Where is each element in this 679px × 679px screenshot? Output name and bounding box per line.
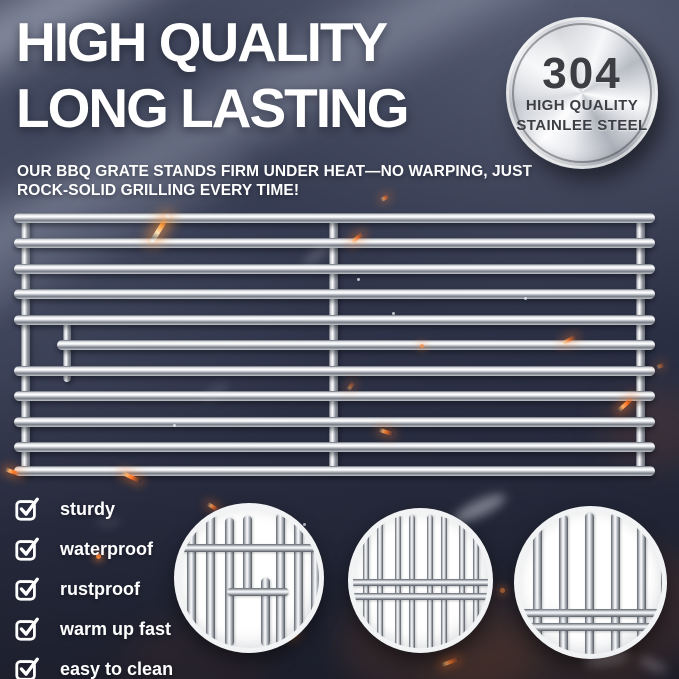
- ember-dot: [96, 554, 101, 559]
- feature-label: warm up fast: [60, 618, 172, 639]
- subheadline: OUR BBQ GRATE STANDS FIRM UNDER HEAT—NO …: [17, 162, 532, 200]
- closeup-rod: [243, 516, 252, 592]
- feature-item-sturdy: sturdy: [14, 494, 115, 524]
- stainless-steel-badge: 304 HIGH QUALITY STAINLEE STEEL: [506, 17, 658, 169]
- feature-label: rustproof: [60, 578, 140, 599]
- feature-item-rustproof: rustproof: [14, 574, 140, 604]
- closeup-rod: [533, 521, 542, 653]
- feature-label: waterproof: [60, 538, 154, 559]
- feature-label: sturdy: [60, 498, 116, 519]
- grate-rod: [14, 391, 655, 401]
- grate-rod: [14, 315, 655, 325]
- ash-speck: [524, 297, 527, 300]
- grate-closeup-left: [174, 503, 324, 653]
- grate-rod: [14, 442, 655, 452]
- grate-closeup-middle: [348, 508, 493, 653]
- closeup-rod: [225, 518, 234, 646]
- closeup-rod: [311, 522, 319, 640]
- closeup-rod: [261, 578, 270, 646]
- feature-item-easy-to-clean: easy to clean: [14, 654, 173, 679]
- ember-dot: [420, 344, 424, 348]
- headline: HIGH QUALITY LONG LASTING: [16, 9, 410, 141]
- closeup-rod: [611, 513, 620, 654]
- checked-checkbox-icon: [15, 577, 39, 601]
- grate-rod-short: [57, 340, 655, 350]
- closeup-crossbar: [519, 623, 662, 631]
- grate-rod: [14, 366, 655, 376]
- ember-dot: [500, 588, 505, 593]
- closeup-rod: [559, 515, 568, 654]
- closeup-crossbar: [353, 593, 488, 600]
- grate-support-stub: [63, 320, 71, 382]
- badge-line-2: STAINLEE STEEL: [516, 117, 648, 134]
- ash-speck: [173, 424, 176, 427]
- ash-speck: [357, 278, 360, 281]
- badge-number: 304: [542, 49, 622, 98]
- feature-item-warm-up-fast: warm up fast: [14, 614, 171, 644]
- closeup-crossbar: [179, 544, 319, 552]
- closeup-rod: [637, 515, 646, 654]
- closeup-rod: [206, 514, 215, 646]
- checked-checkbox-icon: [15, 497, 39, 521]
- grate-rod: [14, 238, 655, 248]
- grate-support-rod: [21, 214, 30, 475]
- checked-checkbox-icon: [15, 657, 39, 679]
- smoke-wisp: [96, 518, 120, 526]
- grate-rod: [14, 213, 655, 223]
- closeup-rod: [276, 514, 285, 646]
- closeup-rod: [585, 513, 594, 654]
- closeup-rod: [294, 518, 303, 644]
- subheadline-line-2: ROCK-SOLID GRILLING EVERY TIME!: [17, 182, 300, 199]
- closeup-crossbar: [519, 609, 662, 617]
- subheadline-line-1: OUR BBQ GRATE STANDS FIRM UNDER HEAT—NO …: [17, 163, 533, 180]
- checked-checkbox-icon: [15, 617, 39, 641]
- checked-checkbox-icon: [15, 537, 39, 561]
- headline-line-1: HIGH QUALITY: [16, 11, 388, 73]
- feature-label: easy to clean: [60, 658, 174, 679]
- closeup-crossbar: [227, 588, 289, 596]
- closeup-rod: [661, 521, 662, 653]
- grate-rod: [14, 289, 655, 299]
- closeup-rod: [187, 518, 196, 642]
- headline-line-2: LONG LASTING: [16, 77, 410, 139]
- grate-closeup-right: [514, 506, 667, 659]
- closeup-crossbar: [353, 579, 488, 586]
- badge-line-1: HIGH QUALITY: [525, 97, 639, 114]
- ash-speck: [392, 312, 395, 315]
- grate-rod: [14, 264, 655, 274]
- feature-item-waterproof: waterproof: [14, 534, 153, 564]
- grate-rod: [14, 417, 655, 427]
- grate-rod: [14, 466, 655, 476]
- ash-speck: [303, 523, 306, 526]
